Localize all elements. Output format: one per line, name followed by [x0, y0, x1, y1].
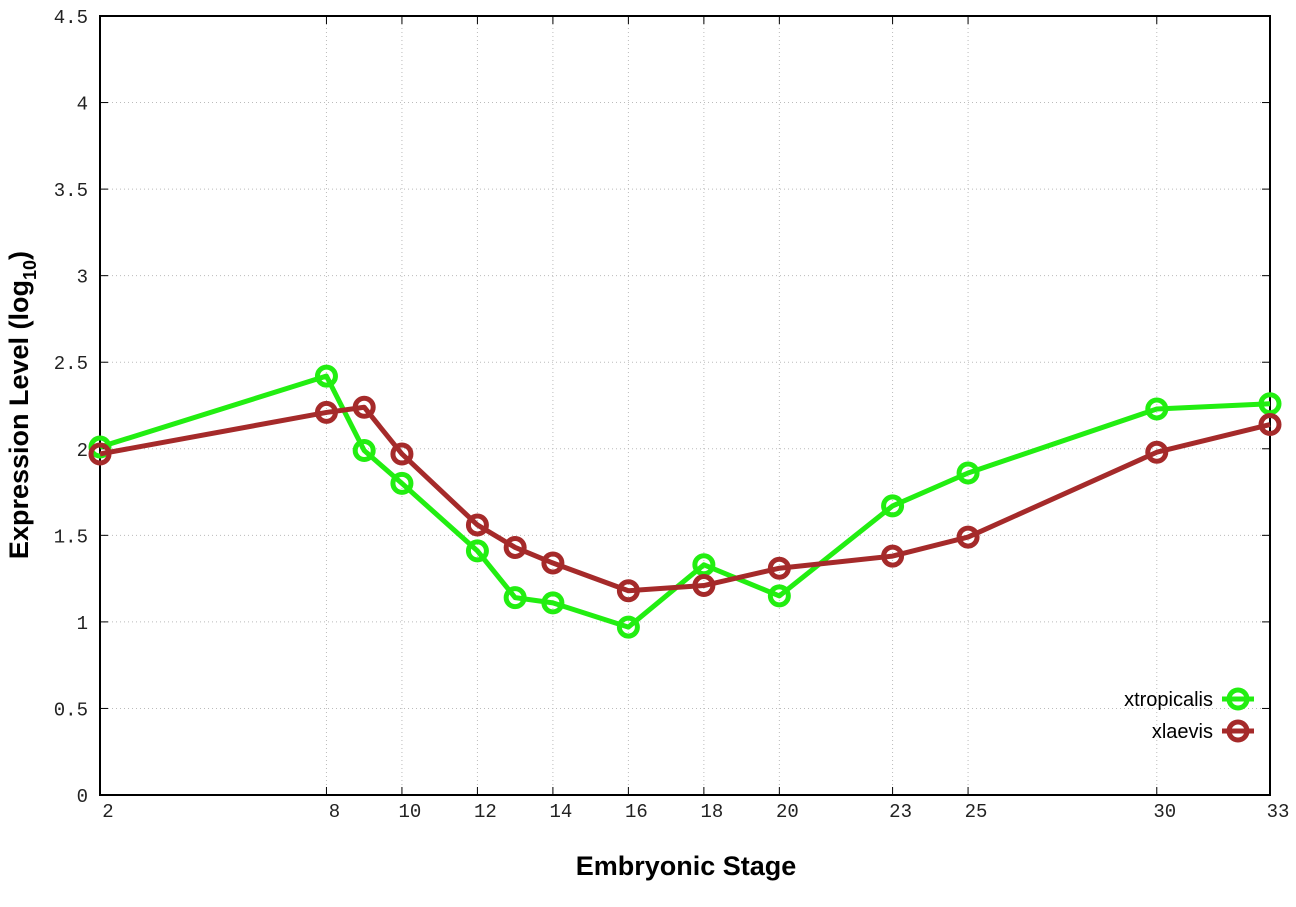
data-point-xlaevis [541, 551, 565, 575]
x-tick-label: 23 [889, 801, 912, 823]
y-axis-label: Expression Level (log10) [4, 251, 40, 559]
x-tick-label: 20 [776, 801, 799, 823]
data-point-xtropicalis [352, 439, 376, 463]
y-tick-label: 4 [77, 94, 88, 116]
data-point-xtropicalis [1145, 397, 1169, 421]
y-tick-label: 1.5 [54, 526, 88, 548]
y-tick-label: 4.5 [54, 7, 88, 29]
x-tick-label: 8 [329, 801, 340, 823]
data-point-xlaevis [1258, 413, 1282, 437]
x-tick-label: 12 [474, 801, 497, 823]
data-point-xlaevis [390, 442, 414, 466]
series-line-xtropicalis [99, 373, 1271, 630]
y-tick-label: 3.5 [54, 180, 88, 202]
x-tick-label: 33 [1267, 801, 1290, 823]
data-point-xtropicalis [956, 461, 980, 485]
legend-marker-xtropicalis [1226, 687, 1250, 711]
data-point-xtropicalis [390, 471, 414, 495]
y-tick-label: 2.5 [54, 353, 88, 375]
x-axis-label: Embryonic Stage [576, 851, 797, 881]
x-tick-label: 14 [549, 801, 572, 823]
data-point-xlaevis [503, 535, 527, 559]
y-tick-label: 0 [77, 786, 88, 808]
y-tick-label: 2 [77, 440, 88, 462]
data-point-xlaevis [692, 574, 716, 598]
x-tick-label: 2 [102, 801, 113, 823]
plot-frame [99, 15, 1271, 796]
y-axis-label-sub: 10 [20, 260, 40, 280]
data-point-xlaevis [314, 400, 338, 424]
data-point-xtropicalis [314, 364, 338, 388]
x-tick-label: 25 [965, 801, 988, 823]
data-point-xtropicalis [541, 591, 565, 615]
data-point-xlaevis [1145, 440, 1169, 464]
legend: xtropicalis xlaevis [1124, 687, 1254, 743]
data-point-xtropicalis [616, 615, 640, 639]
data-point-xlaevis [465, 513, 489, 537]
x-tick-label: 18 [700, 801, 723, 823]
legend-label-xlaevis: xlaevis [1152, 721, 1213, 743]
data-point-xlaevis [616, 579, 640, 603]
data-point-xtropicalis [465, 539, 489, 563]
legend-label-xtropicalis: xtropicalis [1124, 689, 1213, 711]
data-point-xtropicalis [881, 494, 905, 518]
data-point-xtropicalis [692, 553, 716, 577]
data-point-xtropicalis [503, 586, 527, 610]
y-tick-label: 0.5 [54, 699, 88, 721]
data-point-xlaevis [352, 395, 376, 419]
x-tick-label: 30 [1153, 801, 1176, 823]
data-point-xlaevis [956, 525, 980, 549]
y-axis-label-close: ) [4, 251, 34, 260]
y-axis-label-main: Expression Level (log [4, 280, 34, 559]
data-point-xlaevis [767, 556, 791, 580]
grid [100, 16, 1270, 795]
series-group [88, 364, 1282, 639]
data-point-xlaevis [88, 442, 112, 466]
y-tick-label: 3 [77, 267, 88, 289]
x-tick-label: 16 [625, 801, 648, 823]
data-point-xlaevis [881, 544, 905, 568]
series-line-xlaevis [99, 404, 1271, 594]
legend-marker-xlaevis [1226, 719, 1250, 743]
x-tick-label: 10 [399, 801, 422, 823]
data-point-xtropicalis [767, 584, 791, 608]
y-tick-label: 1 [77, 613, 88, 635]
ticks: 0 0.5 1 1.5 2 2.5 3 3.5 4 4.5 2 8 10 12 14 16 18 20 23 25 30… [54, 7, 1290, 823]
data-point-xtropicalis [1258, 392, 1282, 416]
